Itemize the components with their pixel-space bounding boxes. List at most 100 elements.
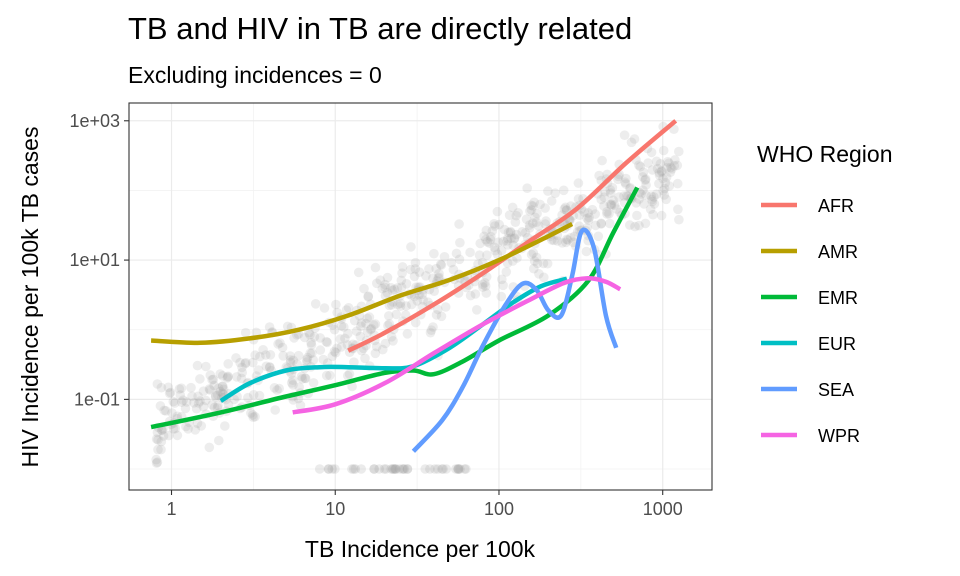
data-point — [492, 206, 503, 217]
data-point — [392, 283, 403, 293]
data-point — [204, 442, 215, 453]
data-point — [289, 333, 299, 343]
data-point — [374, 464, 385, 474]
data-point — [235, 357, 245, 368]
data-point — [641, 190, 651, 200]
data-point — [655, 159, 666, 169]
data-point — [433, 464, 443, 474]
data-point — [646, 147, 657, 158]
data-point — [394, 464, 405, 474]
data-point — [448, 264, 459, 275]
data-point — [529, 263, 539, 274]
data-point — [477, 279, 488, 290]
data-point — [651, 189, 662, 199]
data-point — [605, 185, 616, 195]
data-point — [323, 464, 334, 474]
data-point — [215, 386, 226, 397]
data-point — [246, 408, 256, 418]
data-point — [436, 260, 447, 270]
data-point — [453, 464, 464, 474]
data-point — [321, 336, 332, 347]
data-point — [375, 275, 386, 286]
data-point — [172, 411, 183, 422]
data-point — [474, 250, 485, 260]
data-point — [524, 223, 535, 233]
data-point — [155, 401, 166, 411]
plot-area — [128, 102, 713, 491]
data-point — [613, 174, 623, 185]
data-point — [151, 434, 162, 444]
data-point — [636, 189, 646, 199]
data-point — [526, 205, 537, 215]
data-point — [509, 233, 520, 243]
data-point — [525, 206, 535, 216]
data-point — [248, 390, 259, 400]
data-point — [453, 464, 464, 474]
data-point — [487, 226, 498, 236]
data-point — [599, 201, 609, 211]
data-point — [264, 322, 275, 332]
data-point — [645, 204, 656, 214]
data-point — [277, 342, 288, 353]
data-point — [540, 203, 550, 213]
data-point — [658, 145, 669, 156]
data-point — [524, 220, 535, 230]
data-point — [164, 430, 174, 441]
y-axis: 1e-01 1e+01 1e+03 — [69, 111, 129, 409]
data-point — [674, 214, 684, 225]
data-point — [198, 386, 209, 397]
data-point — [315, 345, 326, 355]
data-point — [638, 172, 648, 182]
x-tick-label: 1000 — [643, 499, 683, 519]
data-point — [583, 215, 594, 225]
data-point — [304, 327, 314, 338]
data-point — [220, 421, 230, 431]
data-point — [490, 245, 501, 256]
data-point — [212, 390, 223, 400]
data-point — [386, 332, 397, 342]
data-point — [542, 258, 553, 269]
data-point — [364, 312, 375, 322]
data-point — [490, 221, 500, 231]
data-point — [656, 166, 667, 176]
data-point — [353, 267, 364, 278]
data-point — [626, 137, 637, 148]
data-point — [629, 134, 640, 144]
data-point — [658, 173, 668, 184]
data-point — [498, 236, 509, 247]
data-point — [481, 225, 492, 236]
data-point — [193, 391, 203, 402]
data-point — [480, 281, 491, 291]
data-point — [207, 400, 217, 410]
data-point — [619, 130, 630, 140]
data-point — [261, 361, 272, 372]
data-point — [539, 272, 549, 283]
data-point — [237, 367, 247, 378]
data-point — [191, 403, 202, 414]
data-point — [198, 401, 209, 412]
data-point — [665, 162, 676, 173]
data-point — [646, 191, 656, 201]
data-point — [496, 291, 507, 302]
data-point — [526, 200, 536, 211]
data-point — [369, 320, 379, 330]
data-point — [167, 408, 177, 418]
data-point — [318, 354, 329, 365]
data-point — [608, 195, 618, 206]
data-point — [531, 217, 542, 227]
data-point — [593, 231, 604, 242]
data-point — [581, 246, 592, 257]
data-point — [560, 202, 571, 213]
data-point — [384, 311, 394, 321]
data-point — [634, 194, 644, 204]
data-point — [330, 347, 341, 358]
data-point — [559, 204, 570, 214]
data-point — [455, 237, 465, 248]
data-point — [363, 291, 374, 302]
data-point — [421, 271, 431, 281]
data-point — [582, 213, 592, 224]
data-point — [272, 385, 282, 395]
data-point — [656, 167, 667, 177]
data-point — [599, 192, 609, 202]
